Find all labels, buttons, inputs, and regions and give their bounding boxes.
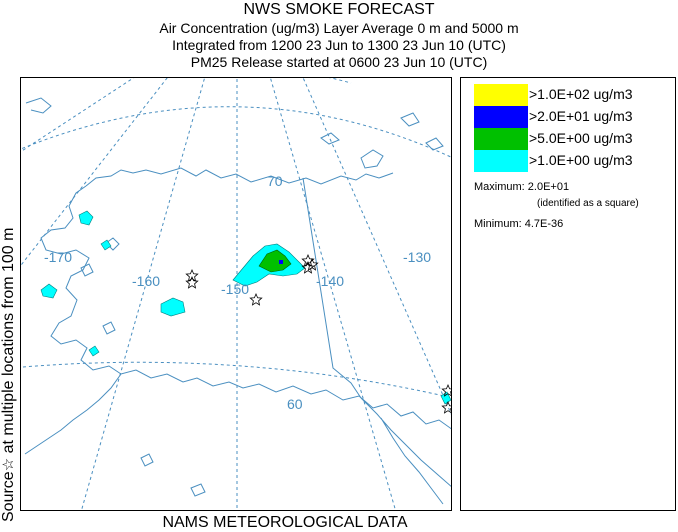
lon-label-170: -170 bbox=[44, 249, 72, 265]
lat-label-60: 60 bbox=[287, 396, 303, 412]
source-star-icon bbox=[441, 400, 451, 414]
smoke-plumes bbox=[40, 210, 451, 405]
plume-cyan-small-1 bbox=[100, 239, 112, 251]
lat-60-arc bbox=[21, 361, 451, 399]
source-location-text: at multiple locations from 100 m bbox=[0, 227, 17, 458]
legend-swatch-cyan bbox=[474, 150, 528, 172]
arctic-islands bbox=[320, 112, 444, 169]
source-location-label: Source☆ at multiple locations from 100 m bbox=[0, 62, 17, 522]
source-star-icon: ☆ bbox=[0, 457, 17, 472]
graticule bbox=[21, 78, 451, 510]
maximum-value: Maximum: 2.0E+01 bbox=[474, 181, 570, 193]
max-square bbox=[279, 260, 283, 264]
minimum-value: Minimum: 4.7E-36 bbox=[474, 218, 564, 230]
lon-minus160 bbox=[81, 78, 206, 510]
lon-minus180 bbox=[21, 78, 135, 153]
canada-border bbox=[302, 177, 362, 399]
forecast-title: NWS SMOKE FORECAST bbox=[243, 1, 435, 18]
graticule-labels: -170 -160 -150 -140 -130 70 60 bbox=[44, 173, 431, 412]
lon-label-150: -150 bbox=[221, 281, 249, 297]
plume-green-core bbox=[258, 249, 292, 273]
lat-80-arc bbox=[328, 78, 352, 84]
legend-label-1: >1.0E+00 ug/m3 bbox=[529, 152, 633, 168]
legend-label-20: >2.0E+01 ug/m3 bbox=[529, 108, 633, 124]
legend-row-100: >1.0E+02 ug/m3 bbox=[474, 84, 674, 106]
legend-swatch-yellow bbox=[474, 84, 528, 106]
legend-row-5: >5.0E+00 ug/m3 bbox=[474, 128, 674, 150]
lat-label-70: 70 bbox=[267, 173, 283, 189]
legend-label-5: >5.0E+00 ug/m3 bbox=[529, 130, 633, 146]
bering-islands bbox=[80, 237, 206, 497]
lon-label-160: -160 bbox=[132, 273, 160, 289]
coastlines bbox=[24, 97, 451, 505]
plume-cyan-west-2 bbox=[40, 283, 58, 299]
source-markers bbox=[185, 253, 451, 414]
lon-minus170 bbox=[21, 78, 168, 267]
source-star-icon bbox=[249, 292, 263, 306]
source-star-icon bbox=[185, 275, 199, 289]
map-canvas: -170 -160 -150 -140 -130 70 60 bbox=[21, 78, 451, 510]
lon-label-140: -140 bbox=[316, 273, 344, 289]
meteorological-data-label: NAMS METEOROLOGICAL DATA bbox=[162, 514, 408, 531]
lon-label-130: -130 bbox=[403, 249, 431, 265]
se-alaska-coast bbox=[360, 397, 451, 505]
legend-row-20: >2.0E+01 ug/m3 bbox=[474, 106, 674, 128]
legend-swatch-blue bbox=[474, 106, 528, 128]
arctic-coast bbox=[25, 97, 394, 187]
plume-cyan-small-2 bbox=[88, 345, 100, 357]
lon-minus140 bbox=[269, 78, 396, 510]
maximum-note: (identified as a square) bbox=[537, 198, 639, 209]
legend-panel: >1.0E+02 ug/m3 >2.0E+01 ug/m3 >5.0E+00 u… bbox=[460, 77, 676, 511]
alaska-west-coast bbox=[40, 185, 451, 430]
concentration-subtitle: Air Concentration (ug/m3) Layer Average … bbox=[159, 20, 519, 36]
lon-minus130 bbox=[302, 78, 451, 415]
plume-cyan-south bbox=[160, 297, 186, 317]
source-star-icon bbox=[185, 268, 199, 282]
source-star-icon bbox=[441, 383, 451, 397]
smoke-map: -170 -160 -150 -140 -130 70 60 bbox=[20, 77, 452, 511]
plume-cyan-west-1 bbox=[78, 210, 94, 226]
legend-swatch-green bbox=[474, 128, 528, 150]
alaska-peninsula bbox=[24, 373, 122, 455]
legend-label-100: >1.0E+02 ug/m3 bbox=[529, 86, 633, 102]
release-start-time: PM25 Release started at 0600 23 Jun 10 (… bbox=[190, 54, 488, 70]
lat-70-arc bbox=[21, 106, 451, 158]
integration-period: Integrated from 1200 23 Jun to 1300 23 J… bbox=[172, 37, 506, 53]
source-star-icon bbox=[301, 260, 315, 274]
legend-row-1: >1.0E+00 ug/m3 bbox=[474, 150, 674, 172]
